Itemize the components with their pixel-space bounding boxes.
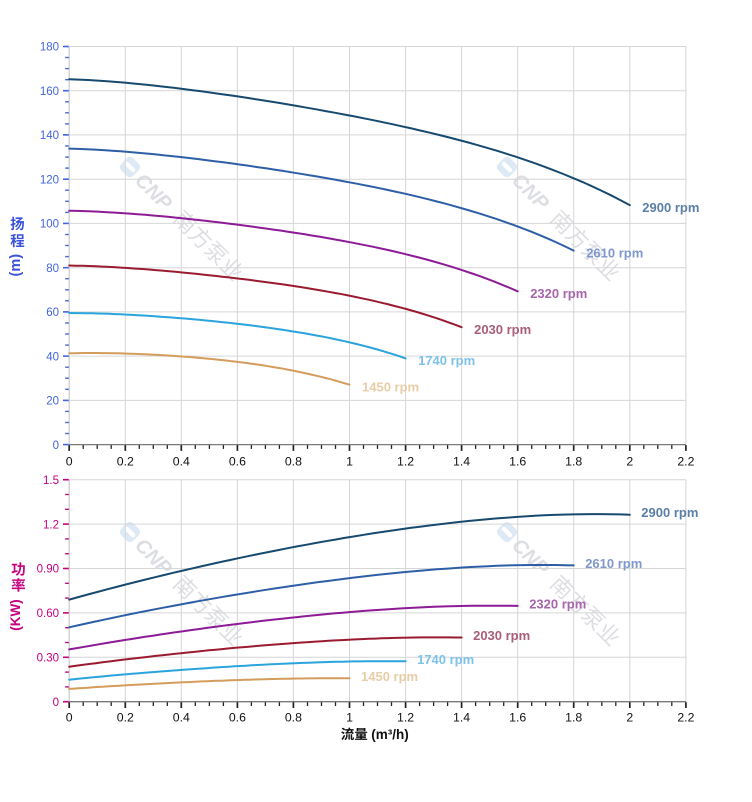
svg-text:2610 rpm: 2610 rpm	[585, 556, 642, 571]
svg-text:1450 rpm: 1450 rpm	[362, 380, 419, 395]
svg-text:0: 0	[53, 697, 59, 709]
svg-text:2900 rpm: 2900 rpm	[641, 505, 698, 520]
svg-text:2.2: 2.2	[677, 454, 694, 468]
svg-text:2: 2	[626, 711, 633, 725]
svg-text:0.6: 0.6	[229, 711, 246, 725]
svg-text:1.2: 1.2	[43, 519, 59, 531]
svg-text:0.6: 0.6	[229, 454, 246, 468]
svg-text:2030 rpm: 2030 rpm	[474, 322, 531, 337]
svg-text:1740 rpm: 1740 rpm	[418, 353, 475, 368]
svg-text:80: 80	[46, 263, 59, 275]
svg-text:1.4: 1.4	[453, 711, 470, 725]
svg-text:2030 rpm: 2030 rpm	[473, 628, 530, 643]
svg-text:2320 rpm: 2320 rpm	[529, 596, 586, 611]
svg-text:0.8: 0.8	[285, 454, 302, 468]
svg-text:2: 2	[626, 454, 633, 468]
svg-text:0.4: 0.4	[173, 454, 190, 468]
svg-text:2610 rpm: 2610 rpm	[586, 245, 643, 260]
svg-text:100: 100	[40, 219, 59, 231]
svg-text:1.2: 1.2	[397, 711, 414, 725]
svg-text:1: 1	[346, 711, 353, 725]
svg-text:2.2: 2.2	[677, 711, 694, 725]
svg-text:1450 rpm: 1450 rpm	[361, 669, 418, 684]
svg-text:60: 60	[46, 307, 59, 319]
svg-text:0.60: 0.60	[37, 608, 59, 620]
svg-text:1740 rpm: 1740 rpm	[417, 652, 474, 667]
svg-text:(KW): (KW)	[8, 599, 23, 630]
svg-text:(m): (m)	[8, 254, 24, 277]
svg-text:0.8: 0.8	[285, 711, 302, 725]
svg-text:140: 140	[40, 130, 59, 142]
svg-text:1: 1	[346, 454, 353, 468]
svg-text:1.4: 1.4	[453, 454, 470, 468]
svg-text:0.2: 0.2	[117, 454, 134, 468]
svg-text:40: 40	[46, 351, 59, 363]
svg-text:0: 0	[66, 711, 73, 725]
svg-text:1.6: 1.6	[509, 454, 526, 468]
svg-text:0.90: 0.90	[37, 564, 59, 576]
svg-text:20: 20	[46, 396, 59, 408]
svg-text:1.8: 1.8	[565, 454, 582, 468]
svg-text:1.2: 1.2	[397, 454, 414, 468]
svg-text:1.6: 1.6	[509, 711, 526, 725]
svg-text:0: 0	[66, 454, 73, 468]
svg-text:2320 rpm: 2320 rpm	[530, 286, 587, 301]
svg-text:0: 0	[53, 440, 59, 452]
svg-text:1.5: 1.5	[43, 475, 59, 487]
svg-text:(m³/h): (m³/h)	[371, 727, 409, 742]
svg-text:180: 180	[40, 42, 59, 54]
svg-text:160: 160	[40, 86, 59, 98]
svg-text:0.4: 0.4	[173, 711, 190, 725]
svg-text:1.8: 1.8	[565, 711, 582, 725]
svg-text:0.30: 0.30	[37, 653, 59, 665]
svg-text:0.2: 0.2	[117, 711, 134, 725]
svg-text:120: 120	[40, 174, 59, 186]
svg-text:2900 rpm: 2900 rpm	[642, 200, 699, 215]
